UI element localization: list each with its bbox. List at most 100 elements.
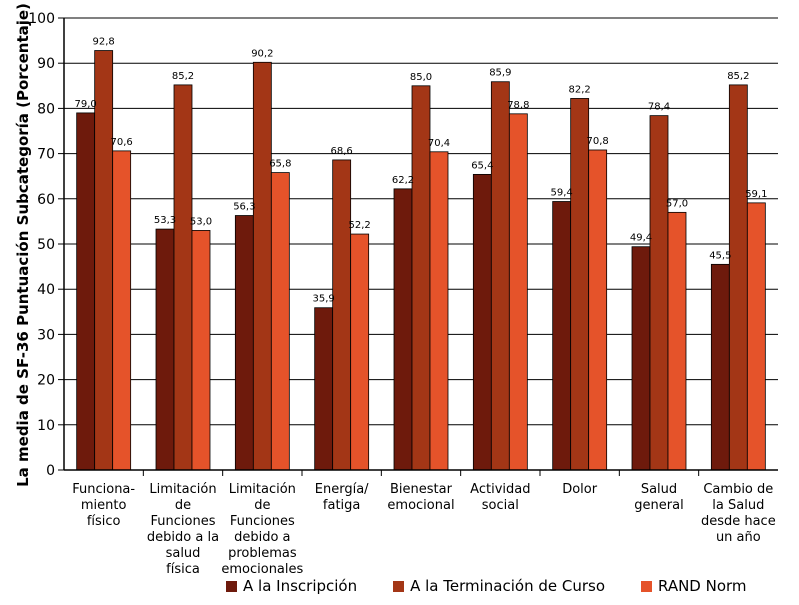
bar-value-label: 70,8 <box>587 136 609 147</box>
legend-item-rand-norm: RAND Norm <box>641 577 747 595</box>
data-labels: 79,0 92,8 70,6 53,3 85,2 53,0 56,3 90,2 65,8 35,9… <box>75 37 768 305</box>
y-tick-label: 30 <box>37 327 55 343</box>
x-tick-label: Funciona-miento físico <box>72 482 135 529</box>
x-tick-label-line: Funciones <box>230 514 295 529</box>
legend-label: A la Terminación de Curso <box>410 577 606 595</box>
legend-swatch <box>641 580 653 592</box>
x-tick-label-line: física <box>166 562 200 577</box>
x-tick-label: Salud general <box>634 482 683 513</box>
bar <box>429 151 449 471</box>
bar-value-label: 85,2 <box>172 71 194 82</box>
bar <box>76 112 96 471</box>
bar-value-label: 59,1 <box>745 189 767 200</box>
bar-value-label: 92,8 <box>93 37 115 48</box>
y-axis-ticks: 0 10 20 30 40 50 60 70 80 90 100 <box>28 11 64 479</box>
x-tick-label-line: Cambio de <box>703 482 773 497</box>
x-tick-label: Limitación de Funciones debido a problemas em… <box>221 482 303 577</box>
y-tick-label: 90 <box>37 56 55 72</box>
legend-label: A la Inscripción <box>243 577 358 595</box>
bar <box>252 61 272 471</box>
bar <box>155 228 175 471</box>
y-tick-label: 50 <box>37 237 55 253</box>
y-axis-label: La media de SF-36 Puntuación Subcategorí… <box>14 3 32 487</box>
x-tick-label: Bienestar emocional <box>387 482 454 513</box>
bar <box>173 84 193 471</box>
bar-value-label: 85,9 <box>489 68 511 79</box>
bar-value-label: 78,4 <box>648 102 670 113</box>
bar-value-label: 45,5 <box>709 250 731 261</box>
y-tick-label: 70 <box>37 147 55 163</box>
x-tick-label-line: Dolor <box>562 482 598 497</box>
bar <box>270 172 290 471</box>
x-tick-label-line: desde hace <box>701 514 776 529</box>
bar-value-label: 56,3 <box>233 202 255 213</box>
x-tick-label-line: miento <box>81 498 127 513</box>
bar-value-label: 85,2 <box>727 71 749 82</box>
bar-value-label: 68,6 <box>331 146 353 157</box>
bar <box>649 115 669 471</box>
bar <box>332 159 352 471</box>
bar <box>472 173 492 471</box>
bar <box>314 307 334 471</box>
bar <box>350 233 370 471</box>
bar <box>667 211 687 471</box>
x-tick-label-line: emocional <box>387 498 454 513</box>
bar-value-label: 70,6 <box>111 137 133 148</box>
legend-item-terminacion: A la Terminación de Curso <box>393 577 605 595</box>
x-tick-label-line: Bienestar <box>390 482 453 497</box>
legend-item-inscripcion: A la Inscripción <box>226 577 357 595</box>
bar-value-label: 49,4 <box>630 233 652 244</box>
x-tick-label-line: Limitación <box>149 482 216 497</box>
x-tick-label-line: de <box>254 498 270 513</box>
y-tick-label: 10 <box>37 418 55 434</box>
bar-value-label: 53,3 <box>154 215 176 226</box>
x-tick-label-line: emocionales <box>221 562 303 577</box>
x-tick-label-line: Energía/ <box>315 482 369 497</box>
bars <box>76 50 766 471</box>
bar <box>710 263 730 471</box>
bar <box>508 113 528 471</box>
bar <box>728 84 748 471</box>
y-tick-label: 80 <box>37 101 55 117</box>
y-tick-label: 60 <box>37 192 55 208</box>
x-tick-label-line: físico <box>87 514 121 529</box>
bar <box>570 98 590 471</box>
bar-value-label: 78,8 <box>507 100 529 111</box>
x-tick-label-line: salud <box>166 546 201 561</box>
x-tick-label: Cambio de la Salud desde hace un año <box>701 482 776 545</box>
bar <box>588 149 608 471</box>
bar <box>393 188 413 471</box>
bar <box>94 50 114 471</box>
bar-value-label: 70,4 <box>428 138 450 149</box>
x-tick-label-line: Funciona- <box>72 482 135 497</box>
y-tick-label: 40 <box>37 282 55 298</box>
bar <box>631 246 651 471</box>
x-tick-label-line: social <box>482 498 519 513</box>
x-tick-label-line: debido a la <box>147 530 219 545</box>
x-tick-label: Energía/fatiga <box>315 482 369 513</box>
x-tick-label-line: la Salud <box>712 498 764 513</box>
legend-swatch <box>226 580 237 592</box>
bar-value-label: 53,0 <box>190 216 212 227</box>
bar-value-label: 62,2 <box>392 175 414 186</box>
bar <box>552 201 572 471</box>
x-tick-label: Limitación de Funciones debido a la salud fís… <box>147 482 219 577</box>
x-tick-label: Dolor <box>562 482 598 497</box>
bar-value-label: 82,2 <box>569 84 591 95</box>
x-tick-label-line: Actividad <box>470 482 530 497</box>
bar-value-label: 65,8 <box>269 159 291 170</box>
x-tick-label-line: fatiga <box>323 498 360 513</box>
y-tick-label: 20 <box>37 373 55 389</box>
x-tick-label-line: de <box>175 498 191 513</box>
x-tick-label: Actividad social <box>470 482 530 513</box>
x-tick-label-line: debido a <box>234 530 290 545</box>
bar <box>234 215 254 471</box>
bar-value-label: 57,0 <box>666 198 688 209</box>
legend: A la Inscripción A la Terminación de Cur… <box>226 577 747 595</box>
bar <box>490 81 510 471</box>
y-tick-label: 100 <box>28 11 55 27</box>
bar-value-label: 85,0 <box>410 72 432 83</box>
bar-value-label: 79,0 <box>75 99 97 110</box>
